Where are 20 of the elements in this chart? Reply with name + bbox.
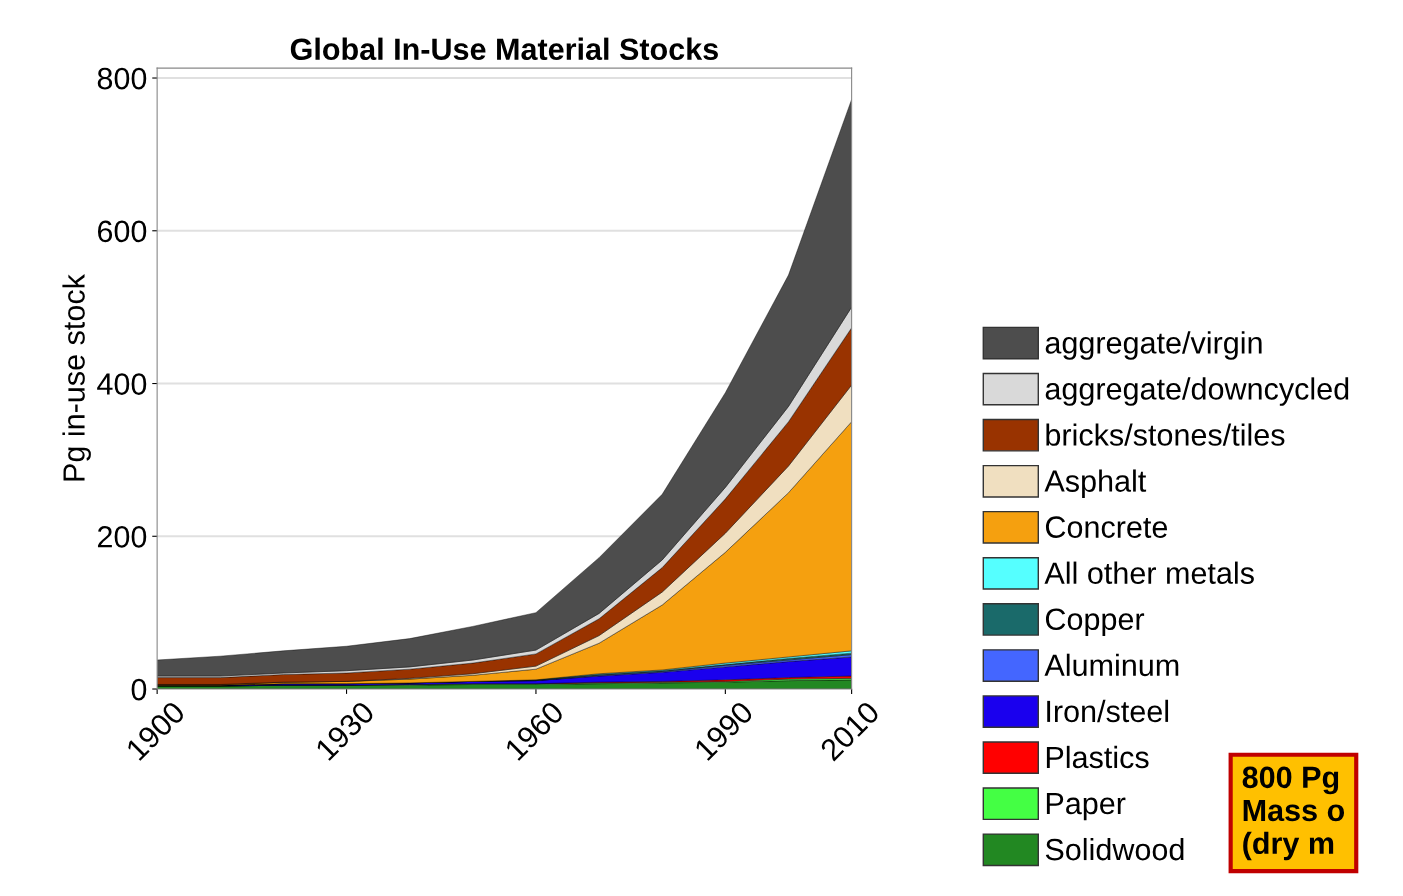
y-tick-label: 200: [97, 526, 147, 548]
legend-label: Aluminum: [1044, 653, 1179, 677]
legend-label: Plastics: [1046, 745, 1149, 769]
legend-label: Concrete: [1045, 516, 1168, 538]
text: 800 Pg Mass o (dry m: [1242, 766, 1345, 861]
y-axis-title: Pg in-use stock: [62, 274, 91, 481]
legend-label: Iron/steel: [1047, 699, 1169, 723]
y-tick-label: 400: [97, 373, 147, 395]
legend-label: Paper: [1046, 793, 1126, 821]
legend-label: Asphalt: [1044, 469, 1147, 498]
y-tick-label: 600: [97, 220, 147, 243]
chart-title: Global In-Use Material Stocks: [290, 37, 718, 61]
y-tick-label: 800: [97, 67, 147, 90]
legend-label: Copper: [1045, 608, 1145, 637]
y-tick-label: 0: [131, 678, 147, 701]
legend-label: aggregate/downcycled: [1045, 377, 1349, 406]
legend-label: bricks/stones/tiles: [1046, 423, 1285, 446]
legend-label: aggregate/virgin: [1045, 331, 1262, 360]
legend-label: Solidwood: [1045, 837, 1184, 861]
legend-label: All other metals: [1044, 561, 1254, 585]
